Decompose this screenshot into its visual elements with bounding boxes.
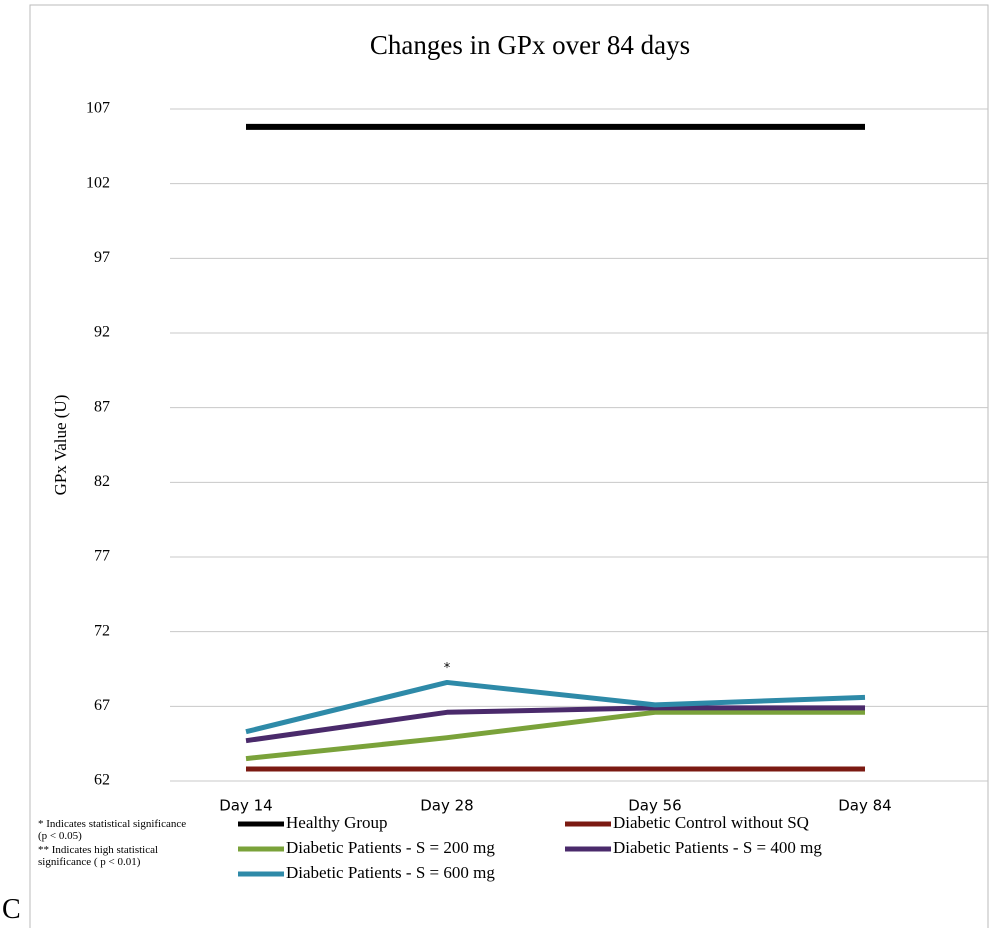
x-tick-label: Day 84	[838, 797, 891, 815]
y-tick-label: 77	[94, 548, 110, 565]
legend-label: Diabetic Patients - S = 400 mg	[613, 838, 822, 857]
legend-label: Healthy Group	[286, 813, 388, 832]
series-line	[245, 705, 865, 744]
y-tick-label: 92	[94, 324, 110, 341]
y-tick-label: 107	[86, 100, 110, 117]
footnote: ** Indicates high statistical significan…	[38, 844, 159, 868]
x-tick-label: Day 28	[420, 797, 473, 815]
y-tick-label: 102	[86, 174, 110, 191]
series-line	[245, 679, 866, 735]
legend-label: Diabetic Patients - S = 200 mg	[286, 838, 495, 857]
y-tick-label: 67	[94, 697, 110, 714]
y-axis-label: GPx Value (U)	[51, 395, 70, 496]
annotation: *	[444, 661, 451, 676]
footnote: * Indicates statistical significance (p …	[38, 818, 187, 842]
y-tick-label: 72	[94, 622, 110, 639]
chart-frame	[29, 4, 989, 928]
y-tick-label: 87	[94, 398, 110, 415]
caption-fragment: C	[2, 894, 21, 925]
x-tick-label: Day 14	[219, 797, 272, 815]
series-line	[245, 709, 865, 762]
legend-label: Diabetic Patients - S = 600 mg	[286, 863, 495, 882]
y-tick-label: 97	[94, 249, 110, 266]
chart-title: Changes in GPx over 84 days	[370, 30, 690, 60]
y-tick-label: 62	[94, 772, 110, 789]
y-tick-label: 82	[94, 473, 110, 490]
legend-label: Diabetic Control without SQ	[613, 813, 809, 832]
x-tick-label: Day 56	[628, 797, 681, 815]
